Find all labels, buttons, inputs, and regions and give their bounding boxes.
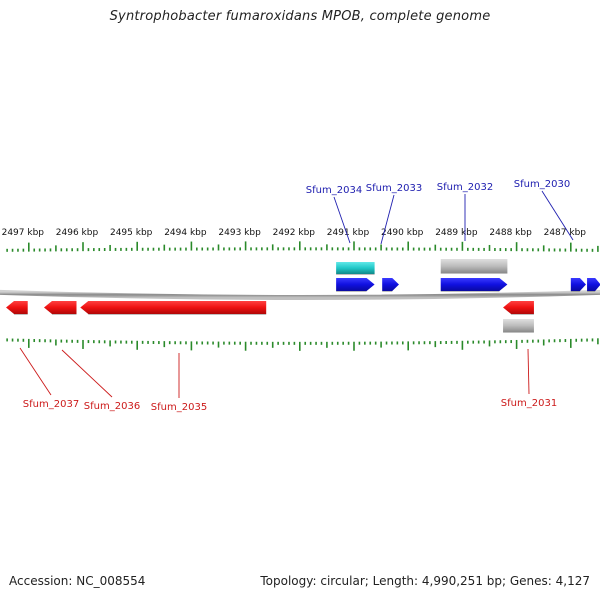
scale-label: 2497 kbp — [2, 228, 45, 238]
genome-backbone — [0, 289, 600, 300]
scale-label: 2491 kbp — [327, 228, 370, 238]
gene-label-sfum-2034[interactable]: Sfum_2034 — [306, 185, 362, 196]
gene-callout-line — [61, 349, 113, 398]
scale-label: 2494 kbp — [164, 228, 207, 238]
gene-label-sfum-2037[interactable]: Sfum_2037 — [23, 399, 79, 410]
gene-label-sfum-2036[interactable]: Sfum_2036 — [84, 401, 140, 412]
gene-sfum-2037[interactable] — [43, 301, 77, 314]
gene-sfum-2031[interactable] — [503, 301, 534, 314]
scale-label: 2496 kbp — [56, 228, 99, 238]
gene-unlabeled-3[interactable] — [440, 278, 508, 291]
topology-label: Topology: circular; Length: 4,990,251 bp… — [260, 574, 590, 588]
gene-sfum-2034[interactable] — [336, 262, 375, 274]
gene-label-sfum-2031[interactable]: Sfum_2031 — [501, 398, 557, 409]
scale-label: 2487 kbp — [544, 228, 587, 238]
genome-title: Syntrophobacter fumaroxidans MPOB, compl… — [109, 9, 491, 24]
gene-unlabeled-1[interactable] — [6, 301, 28, 314]
gene-callout-line — [380, 194, 395, 245]
scale-label: 2493 kbp — [218, 228, 261, 238]
gene-sfum-2033[interactable] — [382, 278, 399, 291]
gene-callout-line — [541, 190, 574, 241]
gene-label-sfum-2032[interactable]: Sfum_2032 — [437, 182, 493, 193]
gene-callout-line — [19, 347, 52, 396]
scale-label: 2490 kbp — [381, 228, 424, 238]
gene-unlabeled-4[interactable] — [587, 278, 600, 291]
gene-sfum-2030[interactable] — [570, 278, 586, 291]
gene-sfum-2035[interactable] — [503, 319, 534, 332]
gene-sfum-2032[interactable] — [440, 259, 508, 273]
gene-callout-line — [527, 348, 530, 395]
gene-sfum-2036[interactable] — [80, 301, 267, 314]
gene-label-sfum-2033[interactable]: Sfum_2033 — [366, 183, 422, 194]
scale-label: 2489 kbp — [435, 228, 478, 238]
gene-callout-line — [333, 196, 351, 244]
scale-label: 2492 kbp — [273, 228, 316, 238]
gene-label-sfum-2035[interactable]: Sfum_2035 — [151, 402, 207, 413]
gene-label-sfum-2030[interactable]: Sfum_2030 — [514, 179, 570, 190]
gene-unlabeled-2[interactable] — [336, 278, 375, 291]
scale-label: 2488 kbp — [489, 228, 532, 238]
accession-label: Accession: NC_008554 — [9, 574, 146, 588]
scale-label: 2495 kbp — [110, 228, 153, 238]
